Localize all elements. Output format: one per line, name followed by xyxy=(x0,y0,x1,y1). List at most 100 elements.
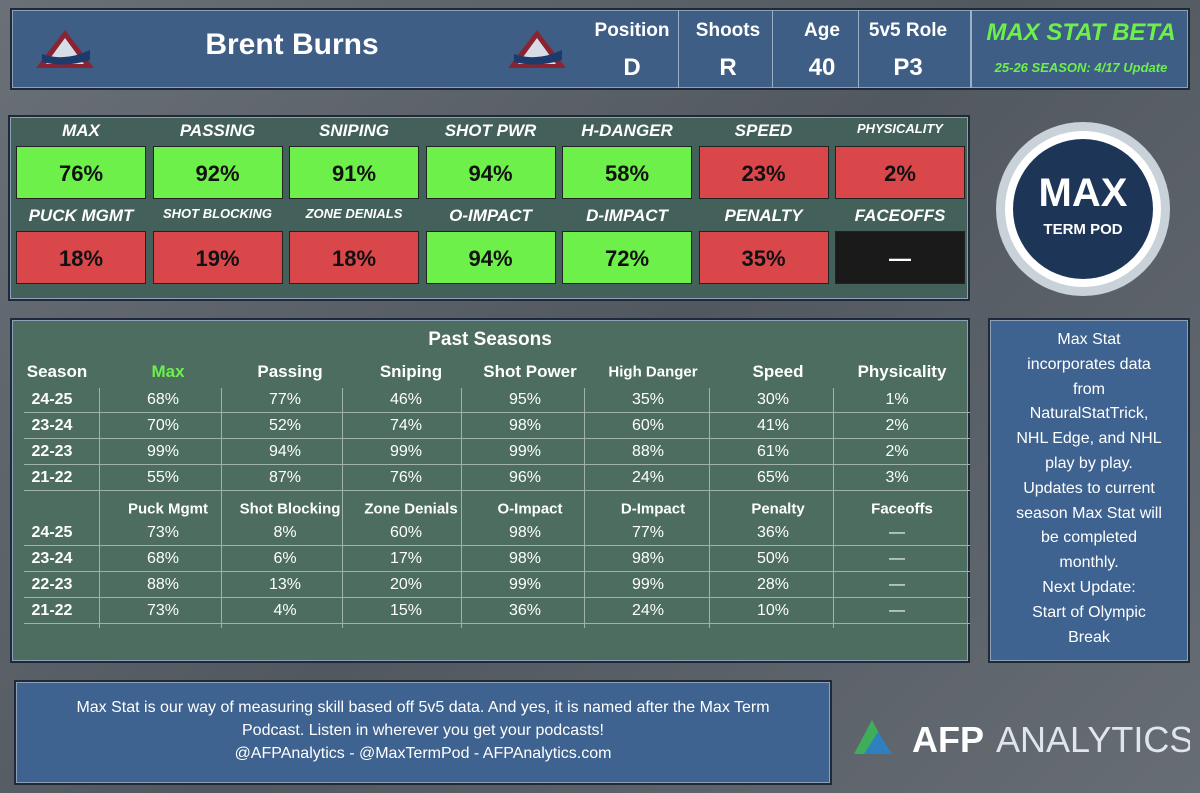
column-header: Passing xyxy=(257,362,323,381)
tile-label: PENALTY xyxy=(724,206,803,225)
table-cell: 21-22 xyxy=(31,469,73,486)
info-value: R xyxy=(719,54,737,81)
row-line xyxy=(24,597,970,598)
table-cell: 60% xyxy=(631,417,665,434)
column-header: Shot Blocking xyxy=(239,500,341,518)
table-cell: 30% xyxy=(756,391,790,408)
table-cell: 98% xyxy=(508,417,542,434)
tile-label: O-IMPACT xyxy=(449,206,532,225)
table-cell: 36% xyxy=(756,524,790,541)
tile-value: 76% xyxy=(16,146,146,199)
tile-label: FACEOFFS xyxy=(854,206,946,225)
footer-line: @AFPAnalytics - @MaxTermPod - AFPAnalyti… xyxy=(234,745,612,762)
tile-label: ZONE DENIALS xyxy=(305,206,403,221)
table-cell: 24-25 xyxy=(31,524,73,541)
note-line: be completed xyxy=(1040,529,1138,547)
table-cell: 98% xyxy=(508,550,542,567)
afp-bold: AFP xyxy=(912,719,984,760)
column-header: Puck Mgmt xyxy=(127,500,208,518)
tile-value: 72% xyxy=(562,231,692,284)
tile-value: 91% xyxy=(289,146,419,199)
row-line xyxy=(24,623,970,624)
row-line xyxy=(24,438,970,439)
note-line: play by play. xyxy=(1045,454,1133,472)
tile-value: 2% xyxy=(835,146,965,199)
table-cell: 24% xyxy=(631,469,665,486)
tile-value: 94% xyxy=(425,231,556,284)
note-line: NHL Edge, and NHL xyxy=(1016,430,1162,448)
table-cell: 17% xyxy=(389,550,423,567)
table-cell: — xyxy=(889,602,905,619)
table-cell: 13% xyxy=(268,576,302,593)
team-logo xyxy=(36,30,94,68)
info-value: D xyxy=(623,54,641,81)
tile-value: 35% xyxy=(698,231,829,284)
tile-value: — xyxy=(835,231,965,284)
table-cell: 99% xyxy=(631,576,665,593)
column-header: O-Impact xyxy=(497,500,563,518)
table-cell: 24% xyxy=(631,602,665,619)
divider xyxy=(772,10,773,88)
logo-top: MAX xyxy=(1039,171,1128,215)
table-cell: 8% xyxy=(273,524,297,541)
column-line xyxy=(833,388,834,628)
table-cell: 99% xyxy=(508,443,542,460)
divider xyxy=(858,10,859,88)
table-cell: 55% xyxy=(146,469,180,486)
table-cell: — xyxy=(889,550,905,567)
table-cell: 73% xyxy=(146,524,180,541)
table-cell: 24-25 xyxy=(31,391,73,408)
table-cell: 88% xyxy=(146,576,180,593)
table-cell: 23-24 xyxy=(31,417,73,434)
column-line xyxy=(709,388,710,628)
table-cell: 88% xyxy=(631,443,665,460)
note-line: NaturalStatTrick, xyxy=(1029,405,1149,423)
note-line: Next Update: xyxy=(1042,578,1136,596)
column-header: Max xyxy=(151,362,185,381)
table-cell: 46% xyxy=(389,391,423,408)
table-cell: 99% xyxy=(146,443,180,460)
table-cell: 50% xyxy=(756,550,790,567)
footer-panel: Max Stat is our way of measuring skill b… xyxy=(14,680,832,785)
brand: MAX STAT BETA xyxy=(986,19,1176,46)
column-line xyxy=(584,388,585,628)
tile-label: SNIPING xyxy=(319,121,389,140)
tile-label: D-IMPACT xyxy=(586,206,668,225)
table-cell: 23-24 xyxy=(31,550,73,567)
tile-value: 92% xyxy=(152,146,283,199)
logo-bottom: TERM POD xyxy=(1043,221,1122,238)
info-label: Position xyxy=(594,20,670,41)
note-line: Updates to current xyxy=(1023,479,1155,497)
tile-label: SHOT PWR xyxy=(444,121,537,140)
column-header: Shot Power xyxy=(483,362,577,381)
column-header: High Danger xyxy=(608,363,698,381)
tile-label: SHOT BLOCKING xyxy=(162,206,273,221)
table-cell: 35% xyxy=(631,391,665,408)
podcast-logo: MAX TERM POD xyxy=(996,122,1170,296)
note-panel: Max Stat incorporates data from NaturalStat… xyxy=(988,318,1190,663)
table-cell: 3% xyxy=(885,469,909,486)
table-cell: 60% xyxy=(389,524,423,541)
column-header: Faceoffs xyxy=(871,500,933,518)
table-cell: 98% xyxy=(631,550,665,567)
column-header: Physicality xyxy=(857,362,947,381)
divider xyxy=(678,10,679,88)
tile-value: 19% xyxy=(152,231,283,284)
table-cell: — xyxy=(889,576,905,593)
table-cell: 52% xyxy=(268,417,302,434)
table-cell: 2% xyxy=(885,443,909,460)
table-cell: 41% xyxy=(756,417,790,434)
note-line: from xyxy=(1073,380,1105,398)
tile-value: 18% xyxy=(16,231,146,284)
column-line xyxy=(461,388,462,628)
tile-label: MAX xyxy=(62,121,100,140)
table-cell: 28% xyxy=(756,576,790,593)
table-cell: 73% xyxy=(146,602,180,619)
column-header: Zone Denials xyxy=(364,500,458,518)
row-line xyxy=(24,464,970,465)
row-line xyxy=(24,571,970,572)
note-line: incorporates data xyxy=(1027,355,1151,373)
table-cell: 2% xyxy=(885,417,909,434)
table-cell: 76% xyxy=(389,469,423,486)
table-cell: 21-22 xyxy=(31,602,73,619)
